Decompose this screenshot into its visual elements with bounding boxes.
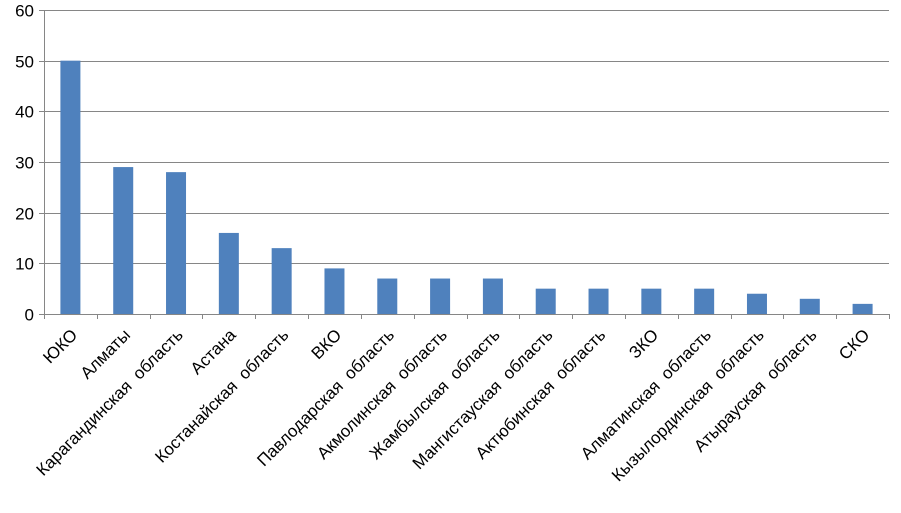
x-category-label: ЮКО: [39, 325, 81, 367]
x-category-label: СКО: [835, 325, 873, 363]
y-tick-label: 60: [15, 2, 34, 21]
bar: [113, 167, 134, 314]
y-tick-label: 50: [15, 53, 34, 72]
x-category-label: Астана: [187, 325, 240, 378]
bar: [430, 278, 451, 314]
bar: [588, 288, 609, 314]
bar: [60, 60, 81, 314]
bar: [535, 288, 556, 314]
axes: [39, 10, 890, 319]
bar: [641, 288, 662, 314]
bar: [482, 278, 503, 314]
bar: [166, 172, 187, 314]
y-tick-label: 20: [15, 205, 34, 224]
y-tick-label: 10: [15, 255, 34, 274]
bar: [377, 278, 398, 314]
bar: [324, 268, 345, 314]
bar: [271, 248, 292, 314]
bar: [694, 288, 715, 314]
bar: [746, 293, 767, 314]
bar: [852, 303, 873, 314]
y-tick-label: 40: [15, 103, 34, 122]
bar: [799, 298, 820, 314]
bar: [218, 232, 239, 314]
bars: [60, 60, 873, 314]
y-tick-label: 0: [25, 306, 34, 325]
y-tick-label: 30: [15, 154, 34, 173]
y-tick-labels: 0 10 20 30 40 50 60: [15, 2, 34, 325]
x-category-label: ВКО: [308, 325, 346, 363]
x-category-label: ЗКО: [625, 325, 662, 362]
